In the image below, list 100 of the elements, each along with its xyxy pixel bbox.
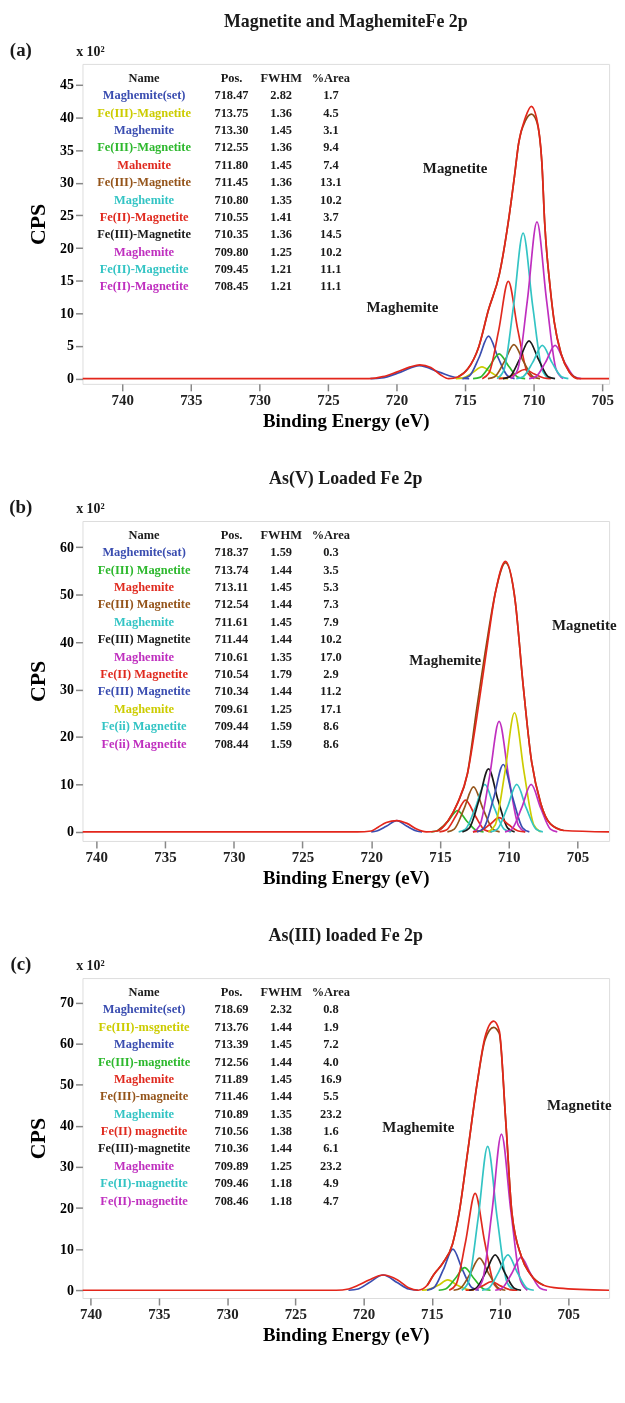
y-tick-label: 10 xyxy=(60,776,75,792)
annotation: 713.11 xyxy=(214,580,249,595)
chart-title: Magnetite and MaghemiteFe 2p xyxy=(223,11,468,32)
annotation: Name xyxy=(128,527,161,542)
annotation: 1.59 xyxy=(270,719,293,734)
y-tick-label: 30 xyxy=(60,175,75,191)
x-tick-label: 715 xyxy=(421,1306,444,1323)
annotation: 4.5 xyxy=(323,105,339,120)
annotation: 708.44 xyxy=(214,736,249,751)
annotation: 1.18 xyxy=(270,1193,293,1208)
y-tick-label: 20 xyxy=(60,1200,75,1216)
annotation: 7.4 xyxy=(323,157,339,172)
y-tick-label: 20 xyxy=(60,240,75,256)
annotation: 1.25 xyxy=(270,701,293,716)
annotation: 1.59 xyxy=(270,545,293,560)
annotation: FWHM xyxy=(260,70,303,85)
annotation: Fe(III)-Magnetite xyxy=(97,105,192,120)
annotation: 709.46 xyxy=(214,1176,249,1191)
annotation: 1.36 xyxy=(270,227,293,242)
annotation: Fe(II)-Magnetite xyxy=(99,262,190,277)
annotation: %Area xyxy=(311,527,351,542)
text: (c) xyxy=(10,953,32,976)
annotation: 708.45 xyxy=(214,279,249,294)
annotation: Fe(III)-magnetite xyxy=(97,1054,191,1069)
annotation: 718.69 xyxy=(214,1002,249,1017)
annotation: 10.2 xyxy=(320,192,342,207)
annotation: 6.1 xyxy=(323,1141,339,1156)
annotation: 1.79 xyxy=(270,666,293,681)
annotation: 17.0 xyxy=(320,649,342,664)
annotation: 7.9 xyxy=(323,614,339,629)
annotation: 1.45 xyxy=(270,157,293,172)
annotation: Maghemite xyxy=(409,652,482,669)
y-tick-label: 50 xyxy=(60,587,75,603)
annotation: 3.5 xyxy=(323,562,339,577)
x-tick-label: 730 xyxy=(223,849,246,866)
annotation: 708.46 xyxy=(214,1193,249,1208)
x-tick-label: 730 xyxy=(248,392,272,409)
annotation: 1.44 xyxy=(270,632,293,647)
annotation: 1.36 xyxy=(270,105,293,120)
annotation: 1.9 xyxy=(323,1019,339,1034)
annotation: 1.45 xyxy=(270,1037,293,1052)
annotation: Mahemite xyxy=(117,157,172,172)
annotation: 9.4 xyxy=(323,140,339,155)
annotation: 10.2 xyxy=(320,244,342,259)
annotation: 14.5 xyxy=(320,227,342,242)
y-tick-label: 35 xyxy=(60,142,75,158)
annotation: 710.35 xyxy=(214,227,249,242)
annotation: 718.47 xyxy=(214,88,249,103)
annotation: 1.44 xyxy=(270,1089,293,1104)
x-tick-label: 720 xyxy=(360,849,383,866)
annotation: 3.1 xyxy=(323,122,339,137)
y-tick-label: 30 xyxy=(60,681,75,697)
x-tick-label: 740 xyxy=(111,392,134,409)
annotation: 10.2 xyxy=(320,632,342,647)
annotation: Maghemite xyxy=(114,244,175,259)
annotation: Magnetite xyxy=(552,617,617,634)
annotation: 709.61 xyxy=(214,701,249,716)
annotation: 711.61 xyxy=(214,614,249,629)
annotation: 1.44 xyxy=(270,1054,293,1069)
annotation: 1.35 xyxy=(270,1106,293,1121)
annotation: Fe(III)-msgnetite xyxy=(98,1019,191,1034)
annotation: 710.80 xyxy=(214,192,249,207)
annotation: 710.56 xyxy=(214,1124,249,1139)
annotation: 710.34 xyxy=(214,684,249,699)
x-tick-label: 735 xyxy=(180,392,203,409)
y-tick-label: 70 xyxy=(60,995,75,1011)
x-tick-label: 705 xyxy=(591,392,614,409)
x-tick-label: 725 xyxy=(317,392,340,409)
annotation: 5.3 xyxy=(323,580,339,595)
annotation: 1.45 xyxy=(270,122,293,137)
chart-title: As(III) loaded Fe 2p xyxy=(268,925,424,947)
annotation: 709.45 xyxy=(214,262,249,277)
annotation: 11.1 xyxy=(320,262,342,277)
annotation: 718.37 xyxy=(214,545,249,560)
annotation: 2.82 xyxy=(270,88,293,103)
annotation: 711.46 xyxy=(214,1089,249,1104)
annotation: 7.3 xyxy=(323,597,339,612)
annotation: 713.39 xyxy=(214,1037,249,1052)
y-tick-label: 15 xyxy=(60,273,75,289)
annotation: 2.32 xyxy=(270,1002,293,1017)
annotation: 710.89 xyxy=(214,1106,249,1121)
annotation: 713.74 xyxy=(214,562,249,577)
annotation: Pos. xyxy=(220,984,243,999)
annotation: 2.9 xyxy=(323,666,339,681)
y-tick-label: 45 xyxy=(60,77,75,93)
annotation: Maghemite xyxy=(114,1158,175,1173)
annotation: 1.44 xyxy=(270,562,293,577)
annotation: 5.5 xyxy=(323,1089,339,1104)
annotation: Maghemite xyxy=(114,614,175,629)
text: (b) xyxy=(9,496,33,519)
annotation: Fe(ii) Magnetite xyxy=(101,736,188,751)
y-tick-label: 0 xyxy=(67,824,75,840)
annotation: Maghemite(set) xyxy=(102,88,186,103)
text: x 10² xyxy=(76,501,105,517)
annotation: 713.76 xyxy=(214,1019,249,1034)
annotation: 711.44 xyxy=(214,632,249,647)
text: x 10² xyxy=(76,958,105,974)
annotation: Name xyxy=(128,70,161,85)
annotation: FWHM xyxy=(260,984,303,999)
y-tick-label: 25 xyxy=(60,207,75,223)
